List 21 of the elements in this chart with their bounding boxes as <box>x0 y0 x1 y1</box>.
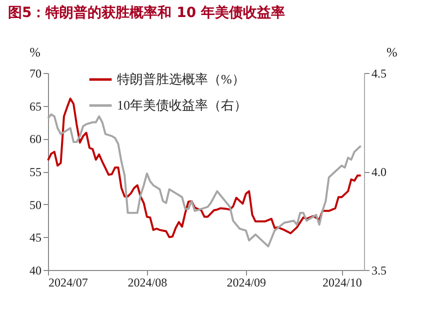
y-tick-label: 55 <box>30 165 42 179</box>
line-series <box>47 113 362 248</box>
y-tick-label: 45 <box>30 230 42 245</box>
x-tick-label: 2024/10 <box>322 276 362 290</box>
y2-tick-label: 4.0 <box>372 165 386 179</box>
legend-label: 10年美债收益率（右） <box>117 98 247 112</box>
x-tick-label: 2024/09 <box>226 276 266 290</box>
y2-tick-label: 3.5 <box>372 264 386 278</box>
y2-tick-label: 4.5 <box>372 66 386 80</box>
x-tick-label: 2024/08 <box>128 276 168 290</box>
y-tick-label: 65 <box>30 99 42 114</box>
y-tick-label: 50 <box>30 198 42 212</box>
y-tick-label: 70 <box>30 66 42 80</box>
y-tick-label: 40 <box>30 264 42 278</box>
chart-title: 图5：特朗普的获胜概率和 10 年美债收益率 <box>8 4 285 21</box>
y-axis-title: % <box>30 44 41 60</box>
y2-axis-title: % <box>386 44 398 60</box>
x-tick-label: 2024/07 <box>48 276 88 290</box>
line-series <box>47 98 362 238</box>
y-tick-label: 60 <box>30 132 42 146</box>
legend-label: 特朗普胜选概率（%） <box>117 72 245 86</box>
